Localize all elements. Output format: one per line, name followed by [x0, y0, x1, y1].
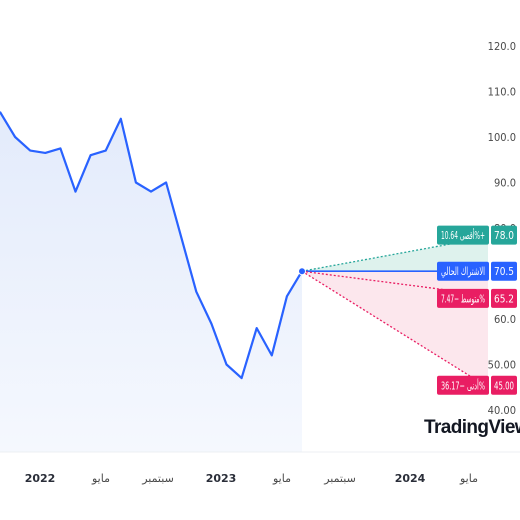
- y-tick-label: 120.0: [488, 40, 516, 53]
- x-tick-label: سبتمبر: [141, 472, 174, 485]
- callout-high-label-bg: [437, 225, 489, 245]
- callout-average: متوسط −7.47% 65.2: [437, 288, 517, 308]
- price-point: [29, 149, 32, 152]
- callout-low: أدنى −36.17% 45.00: [437, 375, 517, 395]
- x-tick-label: مايو: [272, 472, 291, 485]
- price-point: [195, 290, 198, 293]
- callout-current-label-bg: [437, 261, 489, 281]
- y-tick-label: 50.00: [488, 359, 516, 372]
- callout-average-label-bg: [437, 288, 489, 308]
- price-point: [255, 327, 258, 329]
- callout-high-label: أقصى 10.64%+: [441, 228, 485, 242]
- callout-average-value: 65.2: [494, 292, 514, 305]
- forecast-callouts: أقصى 10.64%+ 78.0 الاشتراك الحالي 70.5 متوسط…: [437, 225, 517, 395]
- tradingview-logo: TradingView: [424, 413, 520, 443]
- callout-low-value: 45.00: [494, 379, 514, 392]
- price-point: [74, 190, 77, 193]
- y-tick-label: 60.0: [494, 313, 516, 326]
- y-tick-label: 90.0: [494, 177, 516, 190]
- logo-text: TradingView: [424, 417, 520, 438]
- price-point: [271, 354, 273, 357]
- callout-current-value: 70.5: [494, 265, 514, 278]
- y-tick-label: 100.0: [488, 131, 516, 144]
- x-tick-label: 2024: [395, 472, 426, 485]
- forecast-layer: [301, 236, 489, 388]
- price-line-layer: [0, 111, 306, 380]
- callout-low-label: أدنى −36.17%: [441, 378, 485, 392]
- x-tick-label: 2022: [25, 472, 56, 485]
- y-tick-label: 40.00: [488, 404, 516, 417]
- price-point: [225, 363, 228, 366]
- price-point: [104, 149, 107, 152]
- callout-current-label: الاشتراك الحالي: [441, 265, 485, 278]
- price-point: [0, 111, 1, 113]
- price-point: [120, 118, 122, 120]
- x-axis: 2022 مايو سبتمبر 2023 مايو سبتمبر 2024 مايو: [25, 472, 478, 485]
- price-point: [286, 295, 288, 298]
- y-tick-label: 110.0: [488, 86, 516, 99]
- x-tick-label: سبتمبر: [323, 472, 356, 485]
- price-point: [89, 154, 92, 156]
- callout-high: أقصى 10.64%+ 78.0: [437, 225, 517, 245]
- forecast-low-line: [301, 270, 489, 388]
- callout-current-value-bg: [491, 261, 517, 281]
- price-point: [165, 181, 167, 184]
- price-point: [150, 190, 152, 193]
- x-tick-label: مايو: [459, 472, 478, 485]
- callout-average-label: متوسط −7.47%: [441, 292, 485, 305]
- x-tick-label: مايو: [91, 472, 110, 485]
- price-point: [14, 136, 16, 138]
- price-point: [210, 322, 213, 325]
- price-point: [180, 236, 182, 238]
- last-price-point: [298, 267, 306, 276]
- callout-low-label-bg: [437, 375, 489, 395]
- callout-current: الاشتراك الحالي 70.5: [437, 261, 517, 281]
- price-area: [0, 112, 302, 452]
- price-point: [135, 181, 137, 184]
- callout-high-value: 78.0: [494, 229, 514, 242]
- callout-low-value-bg: [491, 375, 517, 395]
- price-point: [240, 377, 243, 379]
- price-point: [59, 147, 62, 150]
- callout-average-value-bg: [491, 288, 517, 308]
- callout-high-value-bg: [491, 225, 517, 245]
- x-tick-label: 2023: [206, 472, 237, 485]
- price-point: [44, 152, 47, 154]
- price-area-fill: [0, 112, 302, 452]
